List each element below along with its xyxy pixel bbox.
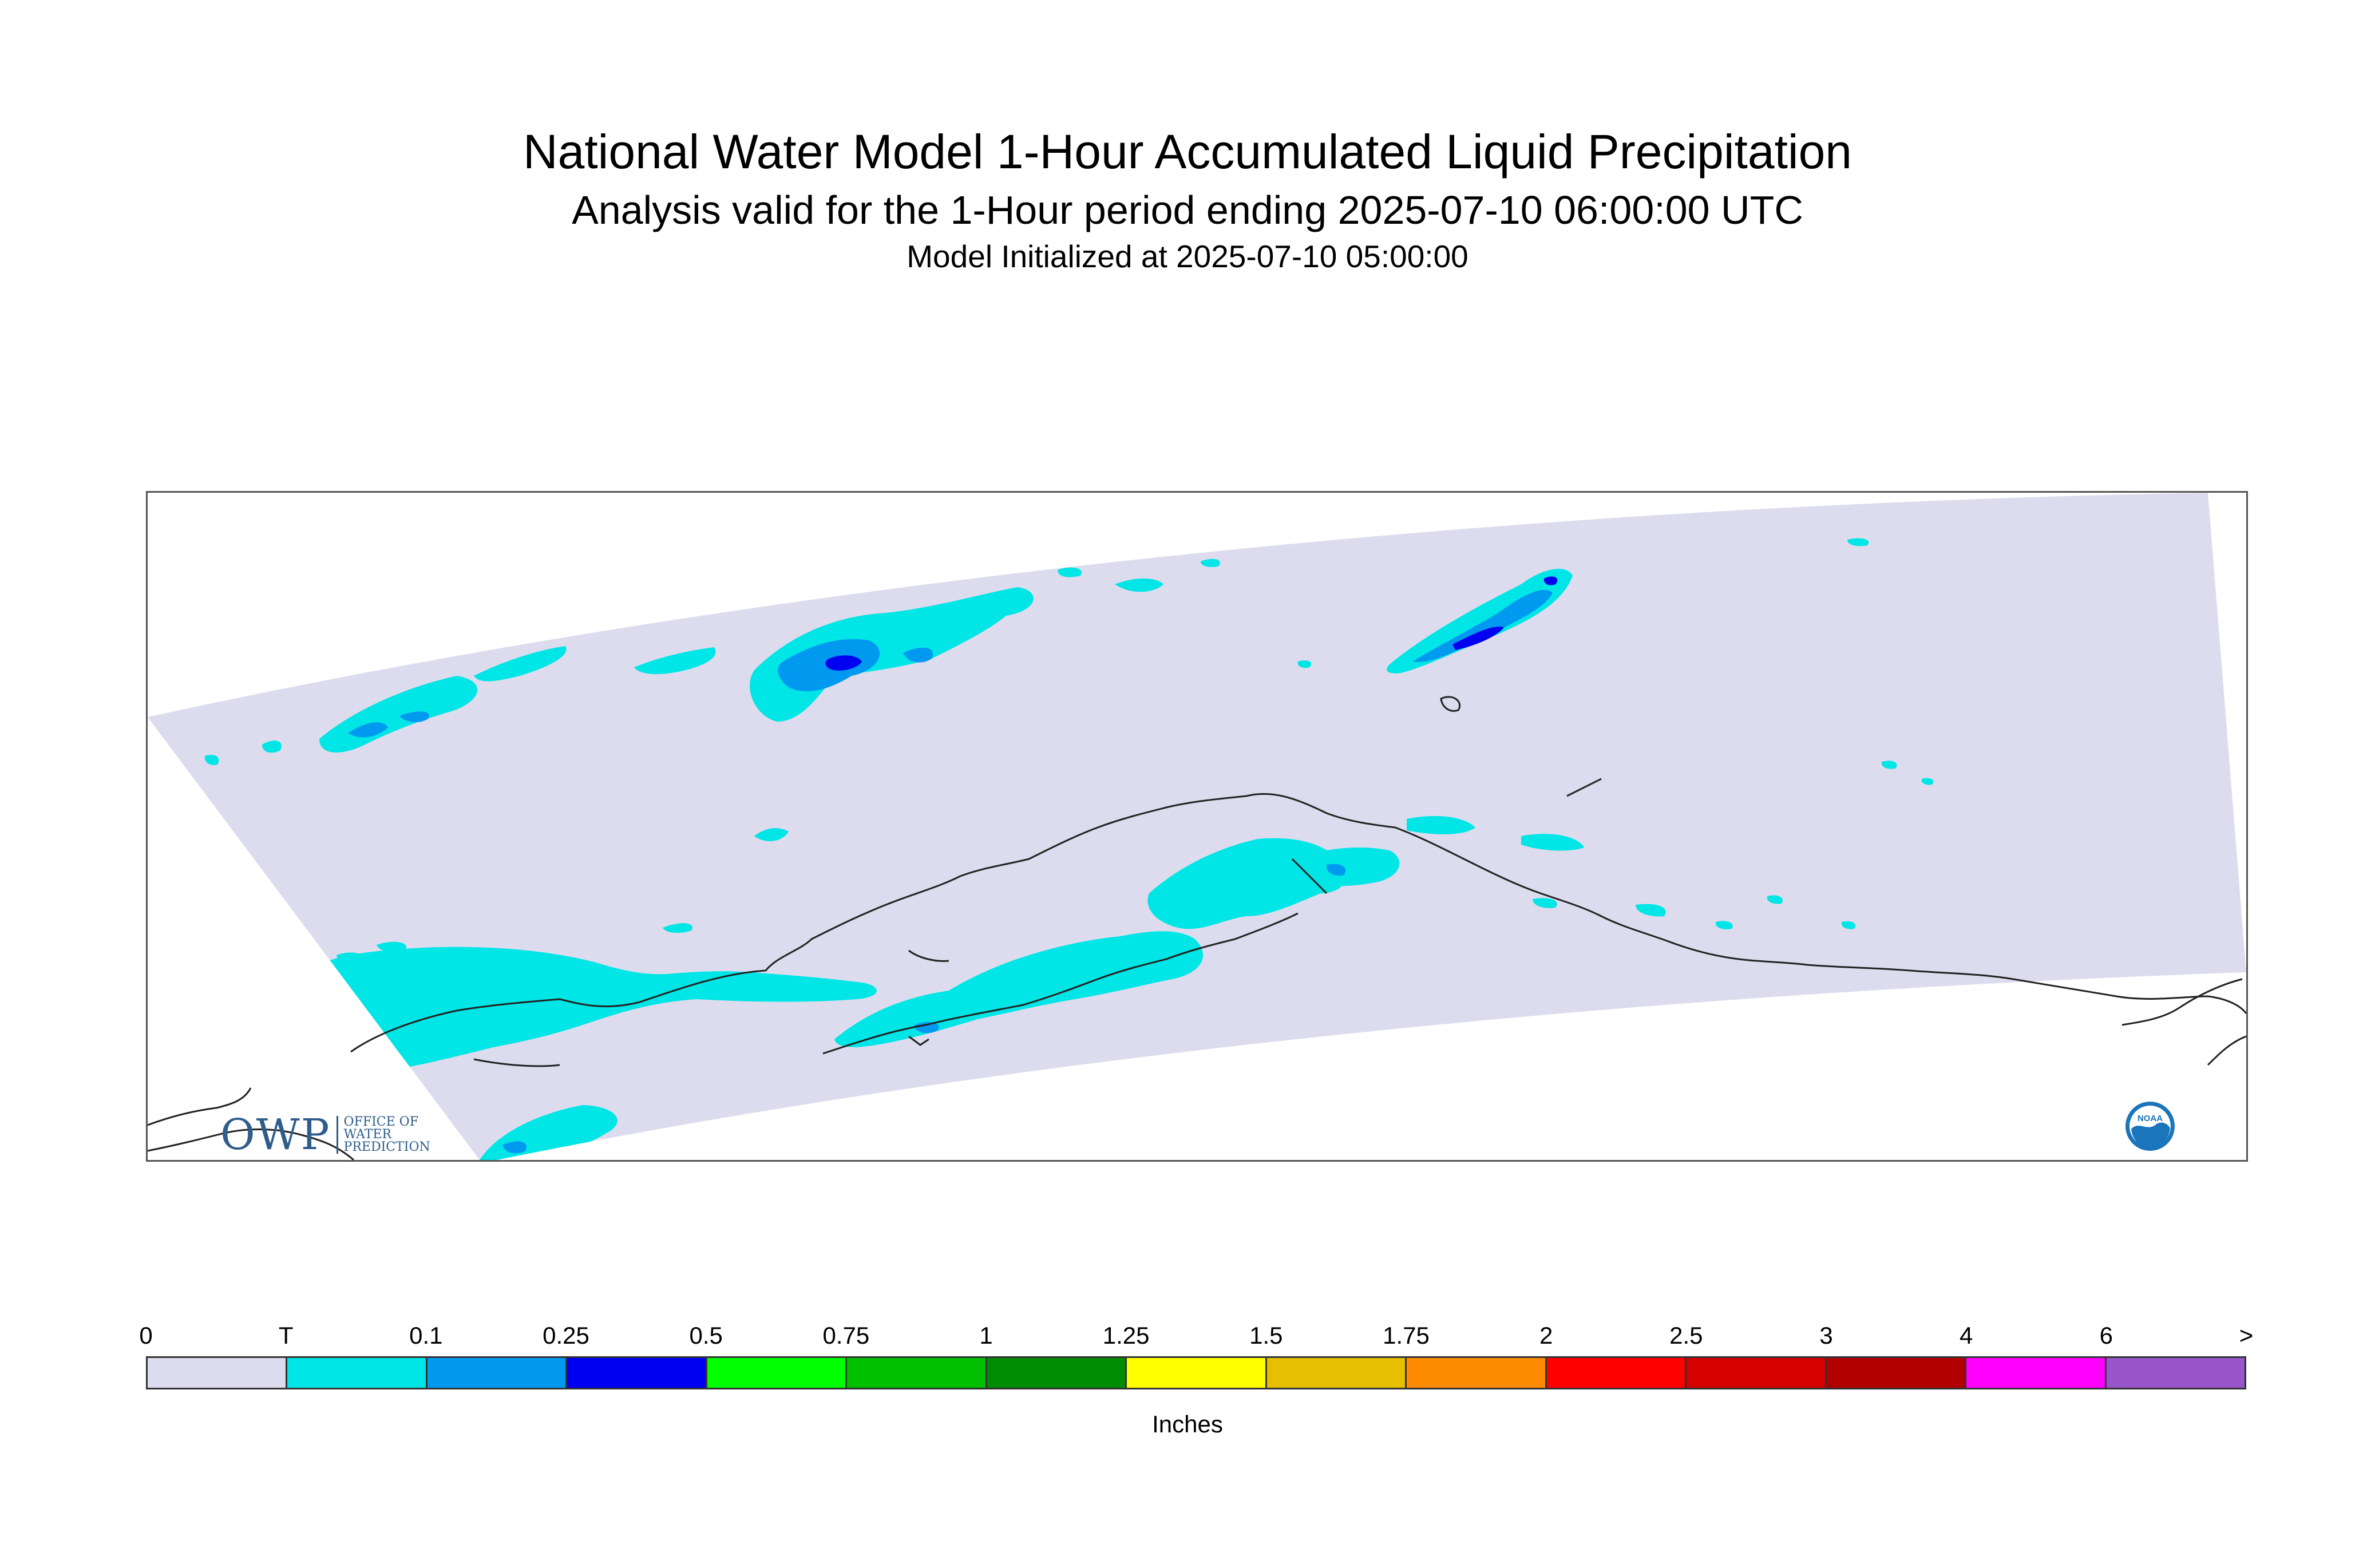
legend-tick-label: 1.75	[1383, 1322, 1430, 1349]
legend-swatch	[847, 1358, 987, 1388]
legend-tick-label: 2	[1539, 1322, 1553, 1349]
legend-swatch	[1826, 1358, 1967, 1388]
noaa-logo-text: NOAA	[2138, 1114, 2163, 1123]
legend-tick-label: 3	[1819, 1322, 1833, 1349]
legend-tick-label: 0	[139, 1322, 153, 1349]
owp-logo-line3: PREDICTION	[343, 1139, 430, 1154]
legend-swatch	[1127, 1358, 1267, 1388]
legend-tick-label: 4	[1959, 1322, 1973, 1349]
color-legend: 0 T 0.1 0.25 0.5 0.75 1 1.25 1.5 1.75 2 2.5 3 4 6 >	[139, 1322, 2253, 1389]
precip-cells	[204, 538, 1934, 1160]
precipitation-map	[146, 491, 2248, 1162]
legend-tick-label: 1	[979, 1322, 993, 1349]
legend-tick-label: 1.25	[1102, 1322, 1150, 1349]
legend-tick-label: 0.25	[543, 1322, 589, 1349]
legend-tick-label: >	[2239, 1322, 2254, 1349]
legend-swatch	[987, 1358, 1127, 1388]
chart-title: National Water Model 1-Hour Accumulated …	[522, 125, 1852, 179]
legend-swatch	[2106, 1358, 2245, 1388]
legend-swatch	[707, 1358, 848, 1388]
legend-bar	[146, 1356, 2246, 1389]
legend-tick-label: 0.5	[689, 1322, 723, 1349]
legend-swatch	[1966, 1358, 2107, 1388]
owp-logo-line2: WATER	[343, 1127, 392, 1142]
legend-swatch	[1407, 1358, 1547, 1388]
legend-ticks: 0 T 0.1 0.25 0.5 0.75 1 1.25 1.5 1.75 2 2.5 3 4 6 >	[139, 1322, 2253, 1356]
legend-tick-label: 0.75	[822, 1322, 870, 1349]
valid-period-subtitle: Analysis valid for the 1-Hour period end…	[572, 188, 1803, 232]
legend-swatch	[1687, 1358, 1827, 1388]
legend-swatch	[287, 1358, 428, 1388]
coastlines	[148, 696, 2246, 1160]
legend-swatch	[148, 1358, 288, 1388]
legend-tick-label: T	[278, 1322, 294, 1349]
owp-logo-letters: OWP	[220, 1110, 331, 1159]
legend-swatch	[1546, 1358, 1687, 1388]
legend-units-label: Inches	[1152, 1411, 1223, 1438]
owp-logo-subtitle: OFFICE OF WATER PREDICTION	[343, 1114, 430, 1154]
model-initialized-text: Model Initialized at 2025-07-10 05:00:00	[907, 239, 1468, 274]
owp-logo-line1: OFFICE OF	[343, 1114, 418, 1129]
noaa-logo-icon: NOAA	[2124, 1100, 2176, 1152]
legend-tick-label: 1.5	[1249, 1322, 1283, 1349]
legend-tick-label: 6	[2099, 1322, 2113, 1349]
legend-swatch	[567, 1358, 707, 1388]
owp-logo: OWP OFFICE OF WATER PREDICTION	[220, 1110, 430, 1159]
legend-tick-label: 2.5	[1669, 1322, 1703, 1349]
legend-swatch	[427, 1358, 568, 1388]
owp-logo-divider	[336, 1115, 338, 1154]
legend-swatch	[1266, 1358, 1407, 1388]
model-domain	[148, 493, 2246, 1160]
legend-tick-label: 0.1	[409, 1322, 443, 1349]
